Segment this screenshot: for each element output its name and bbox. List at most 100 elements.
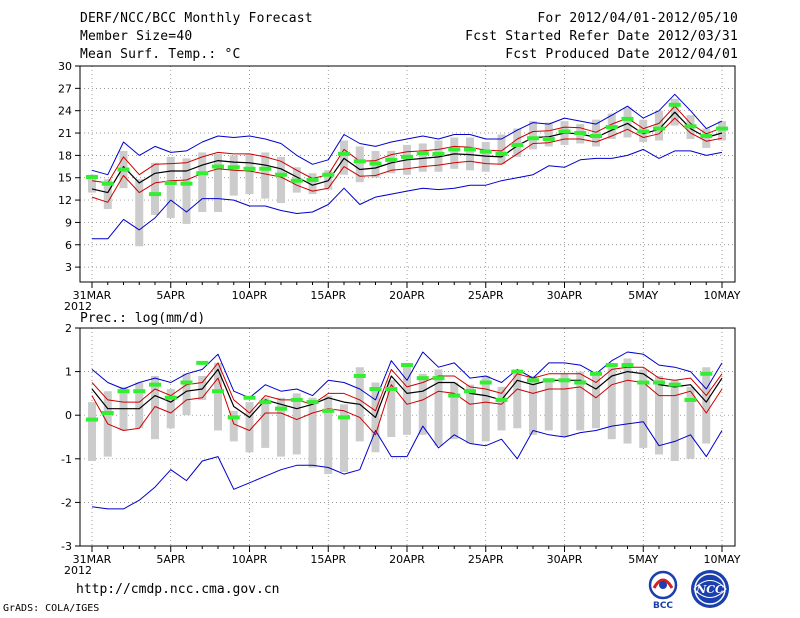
prec-observation-mark	[385, 387, 398, 392]
temp-range-bar	[418, 143, 427, 172]
temp-line-max	[91, 93, 723, 176]
prec-observation-mark	[369, 387, 382, 392]
temp-range-bar	[718, 121, 726, 141]
forecast-started-label: Fcst Started Refer Date 2012/03/31	[465, 29, 738, 44]
prec-observation-mark	[558, 378, 571, 383]
temp-observation-mark	[227, 165, 240, 170]
temp-observation-mark	[637, 129, 650, 134]
prec-xtick-label: 10APR	[232, 553, 268, 566]
temp-observation-mark	[621, 116, 634, 121]
prec-observation-mark	[479, 380, 492, 385]
temp-observation-mark	[164, 180, 177, 185]
prec-observation-mark	[101, 411, 114, 416]
prec-range-bar	[497, 386, 506, 431]
temp-range-bar	[434, 140, 443, 172]
temp-range-bar	[450, 137, 459, 169]
temp-range-bar	[655, 110, 663, 141]
prec-range-bar	[592, 373, 600, 429]
temp-range-bar	[261, 152, 270, 199]
temp-observation-mark	[542, 136, 555, 141]
temp-range-bar	[466, 137, 474, 171]
prec-observation-mark	[338, 415, 350, 420]
prec-range-bar	[166, 389, 175, 429]
temp-range-bar	[592, 119, 600, 147]
temp-range-bar	[702, 128, 711, 148]
prec-ytick-label: 0	[65, 409, 72, 422]
prec-range-bar	[229, 410, 238, 442]
temp-observation-mark	[558, 129, 571, 134]
temp-xtick-label: 31MAR	[73, 289, 112, 302]
prec-ytick-label: -1	[61, 453, 72, 466]
temp-observation-mark	[574, 131, 587, 136]
temp-range-bar	[198, 152, 207, 212]
temp-range-bar	[355, 146, 364, 183]
prec-observation-mark	[621, 363, 634, 368]
prec-range-bar	[686, 386, 695, 459]
temp-observation-mark	[259, 166, 272, 171]
temp-range-bar	[513, 128, 522, 157]
temp-range-bar	[481, 141, 490, 172]
prec-observation-mark	[275, 406, 287, 411]
temp-xtick-label: 5APR	[156, 289, 185, 302]
temp-observation-mark	[479, 149, 492, 154]
prec-line-mean	[91, 368, 723, 418]
prec-range-bar	[529, 375, 537, 435]
temp-range-bar	[151, 162, 159, 215]
prec-observation-mark	[212, 389, 224, 394]
temp-observation-mark	[196, 171, 209, 176]
temp-ytick-label: 12	[58, 194, 72, 207]
prec-observation-mark	[432, 376, 445, 381]
temp-ytick-label: 30	[58, 60, 72, 73]
temp-observation-mark	[432, 151, 445, 156]
prec-line-spread-upper	[91, 362, 723, 414]
prec-observation-mark	[196, 360, 209, 365]
ncc-logo: NCC	[686, 568, 734, 614]
prec-year-label: 2012	[64, 564, 92, 577]
prec-range-bar	[135, 382, 144, 429]
prec-line-max	[91, 351, 723, 401]
prec-range-bar	[466, 384, 474, 444]
temp-ytick-label: 3	[65, 261, 72, 274]
temp-range-bar	[623, 107, 632, 138]
temp-observation-mark	[653, 126, 665, 131]
forecast-produced-label: Fcst Produced Date 2012/04/01	[505, 47, 738, 62]
prec-observation-mark	[117, 389, 130, 394]
prec-xtick-label: 15APR	[310, 553, 346, 566]
prec-range-bar	[198, 375, 207, 400]
prec-observation-mark	[86, 417, 98, 422]
temp-range-bar	[340, 140, 348, 175]
temp-range-bar	[229, 155, 238, 196]
temp-ytick-label: 6	[65, 239, 72, 252]
temp-range-bar	[277, 156, 285, 204]
temp-ytick-label: 24	[58, 105, 72, 118]
temp-range-bar	[529, 121, 537, 150]
temp-line-spread-lower	[91, 117, 723, 203]
prec-observation-mark	[542, 378, 555, 383]
prec-observation-mark	[511, 369, 524, 374]
temp-xtick-label: 10APR	[232, 289, 268, 302]
prec-observation-mark	[590, 371, 602, 376]
prec-observation-mark	[227, 415, 240, 420]
temp-observation-mark	[511, 142, 524, 147]
temp-observation-mark	[338, 151, 350, 156]
prec-range-bar	[88, 402, 96, 461]
temp-range-bar	[214, 153, 222, 212]
prec-range-bar	[513, 373, 522, 429]
temp-ytick-label: 21	[58, 127, 72, 140]
prec-range-bar	[607, 365, 616, 440]
prec-xtick-label: 5MAY	[628, 553, 658, 566]
prec-xtick-label: 30APR	[547, 553, 583, 566]
precipitation-panel-title: Prec.: log(mm/d)	[80, 311, 205, 326]
temp-observation-mark	[306, 177, 319, 182]
temp-observation-mark	[716, 126, 728, 131]
temp-observation-mark	[243, 166, 256, 171]
temp-observation-mark	[700, 134, 713, 139]
prec-observation-mark	[416, 376, 429, 381]
chart-title: DERF/NCC/BCC Monthly Forecast	[80, 11, 313, 26]
prec-observation-mark	[637, 380, 650, 385]
prec-observation-mark	[448, 393, 461, 398]
temp-range-bar	[88, 174, 96, 193]
prec-range-bar	[245, 402, 254, 453]
temp-xtick-label: 5MAY	[628, 289, 658, 302]
